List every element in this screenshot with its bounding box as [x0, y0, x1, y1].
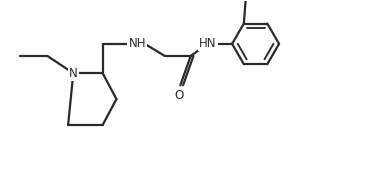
- Text: HN: HN: [199, 37, 217, 50]
- Text: N: N: [69, 67, 78, 80]
- Text: O: O: [174, 89, 183, 102]
- Text: NH: NH: [128, 37, 146, 50]
